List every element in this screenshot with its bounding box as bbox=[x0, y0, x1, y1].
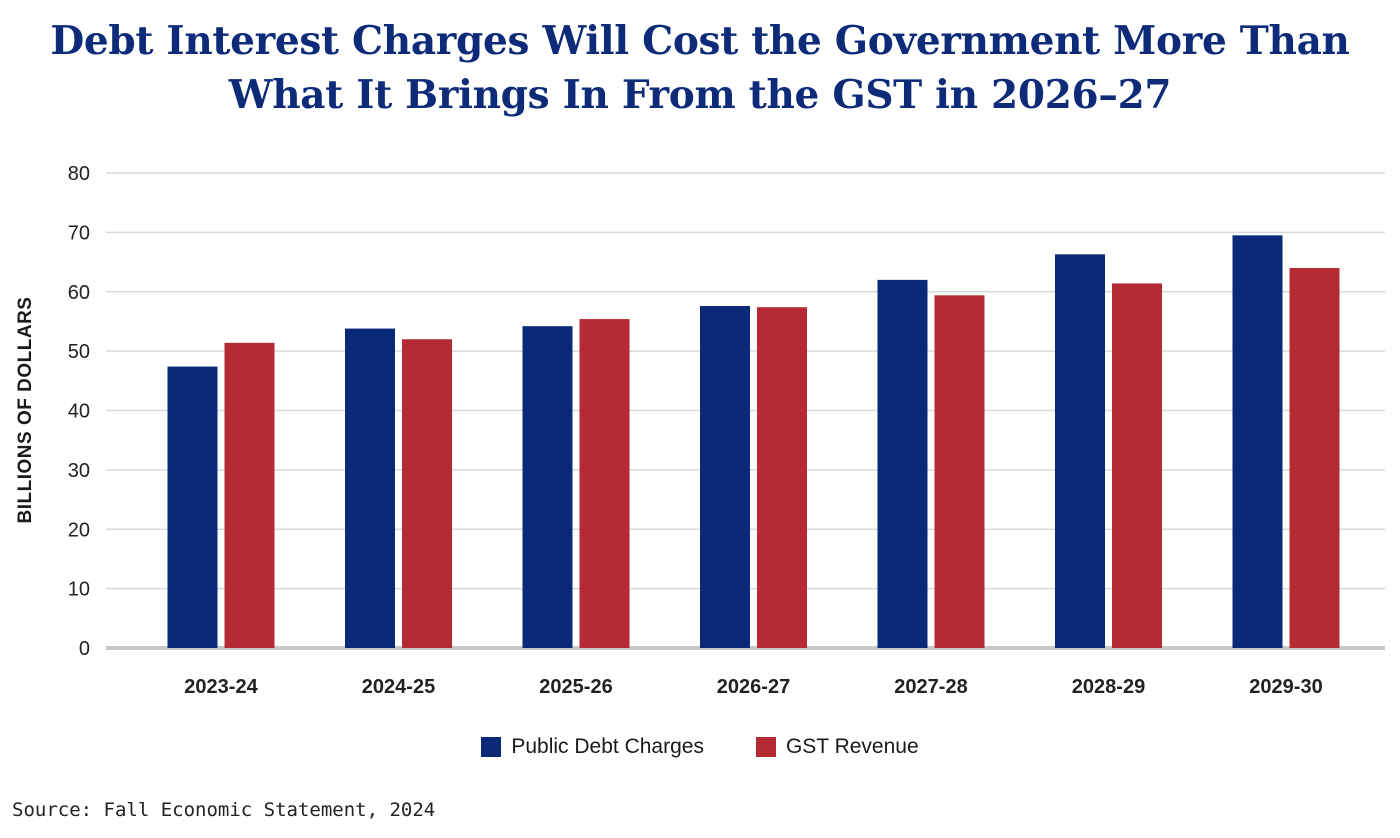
bar-gst-revenue-2025-26 bbox=[579, 319, 630, 648]
bar-public-debt-charges-2024-25 bbox=[345, 328, 395, 648]
bar-gst-revenue-2023-24 bbox=[224, 342, 275, 648]
x-tick-label-2026-27: 2026-27 bbox=[717, 676, 790, 698]
bar-public-debt-charges-2027-28 bbox=[877, 279, 928, 648]
x-axis-ticks: 2023-24 2024-25 2025-26 2026-27 2027-28 2028-… bbox=[184, 676, 1322, 698]
legend-label-gst-revenue: GST Revenue bbox=[785, 735, 919, 758]
legend-swatch-public-debt-charges bbox=[481, 737, 502, 757]
bar-gst-revenue-2027-28 bbox=[934, 295, 985, 648]
legend: Public Debt Charges GST Revenue bbox=[0, 735, 1400, 759]
legend-item-gst-revenue: GST Revenue bbox=[755, 735, 919, 759]
y-tick-label-80: 80 bbox=[68, 163, 90, 185]
y-tick-label-10: 10 bbox=[68, 579, 90, 601]
y-tick-label-30: 30 bbox=[68, 460, 90, 482]
chart-title-line-2: What It Brings In From the GST in 2026–2… bbox=[228, 72, 1172, 118]
x-tick-label-2027-28: 2027-28 bbox=[894, 676, 967, 698]
y-tick-label-0: 0 bbox=[79, 638, 90, 660]
bar-gst-revenue-2028-29 bbox=[1112, 283, 1162, 648]
bar-gst-revenue-2026-27 bbox=[757, 307, 807, 648]
bar-public-debt-charges-2029-30 bbox=[1232, 235, 1283, 648]
bar-gst-revenue-2029-30 bbox=[1289, 268, 1340, 648]
y-tick-label-50: 50 bbox=[68, 341, 90, 363]
y-tick-label-40: 40 bbox=[68, 401, 90, 423]
legend-item-public-debt-charges: Public Debt Charges bbox=[481, 735, 704, 759]
bar-public-debt-charges-2023-24 bbox=[167, 366, 218, 648]
bar-public-debt-charges-2028-29 bbox=[1055, 254, 1105, 648]
legend-label-public-debt-charges: Public Debt Charges bbox=[511, 735, 704, 758]
y-axis-label: BILLIONS OF DOLLARS bbox=[15, 297, 36, 524]
x-tick-label-2023-24: 2023-24 bbox=[184, 676, 258, 698]
x-tick-label-2025-26: 2025-26 bbox=[539, 676, 612, 698]
chart-title-line-1: Debt Interest Charges Will Cost the Gove… bbox=[50, 18, 1350, 64]
x-tick-label-2029-30: 2029-30 bbox=[1249, 676, 1322, 698]
y-tick-label-20: 20 bbox=[68, 519, 90, 541]
legend-swatch-gst-revenue bbox=[755, 737, 776, 757]
bar-gst-revenue-2024-25 bbox=[402, 339, 452, 648]
x-tick-label-2024-25: 2024-25 bbox=[362, 676, 435, 698]
y-tick-label-70: 70 bbox=[68, 222, 90, 244]
bar-public-debt-charges-2026-27 bbox=[700, 306, 750, 648]
x-tick-label-2028-29: 2028-29 bbox=[1072, 676, 1145, 698]
bar-public-debt-charges-2025-26 bbox=[522, 326, 573, 648]
y-axis-ticks: 0 10 20 30 40 50 60 70 80 bbox=[68, 163, 90, 660]
y-tick-label-60: 60 bbox=[68, 282, 90, 304]
bars bbox=[167, 235, 1340, 648]
source-note: Source: Fall Economic Statement, 2024 bbox=[12, 799, 436, 821]
chart-title: Debt Interest Charges Will Cost the Gove… bbox=[0, 14, 1400, 122]
